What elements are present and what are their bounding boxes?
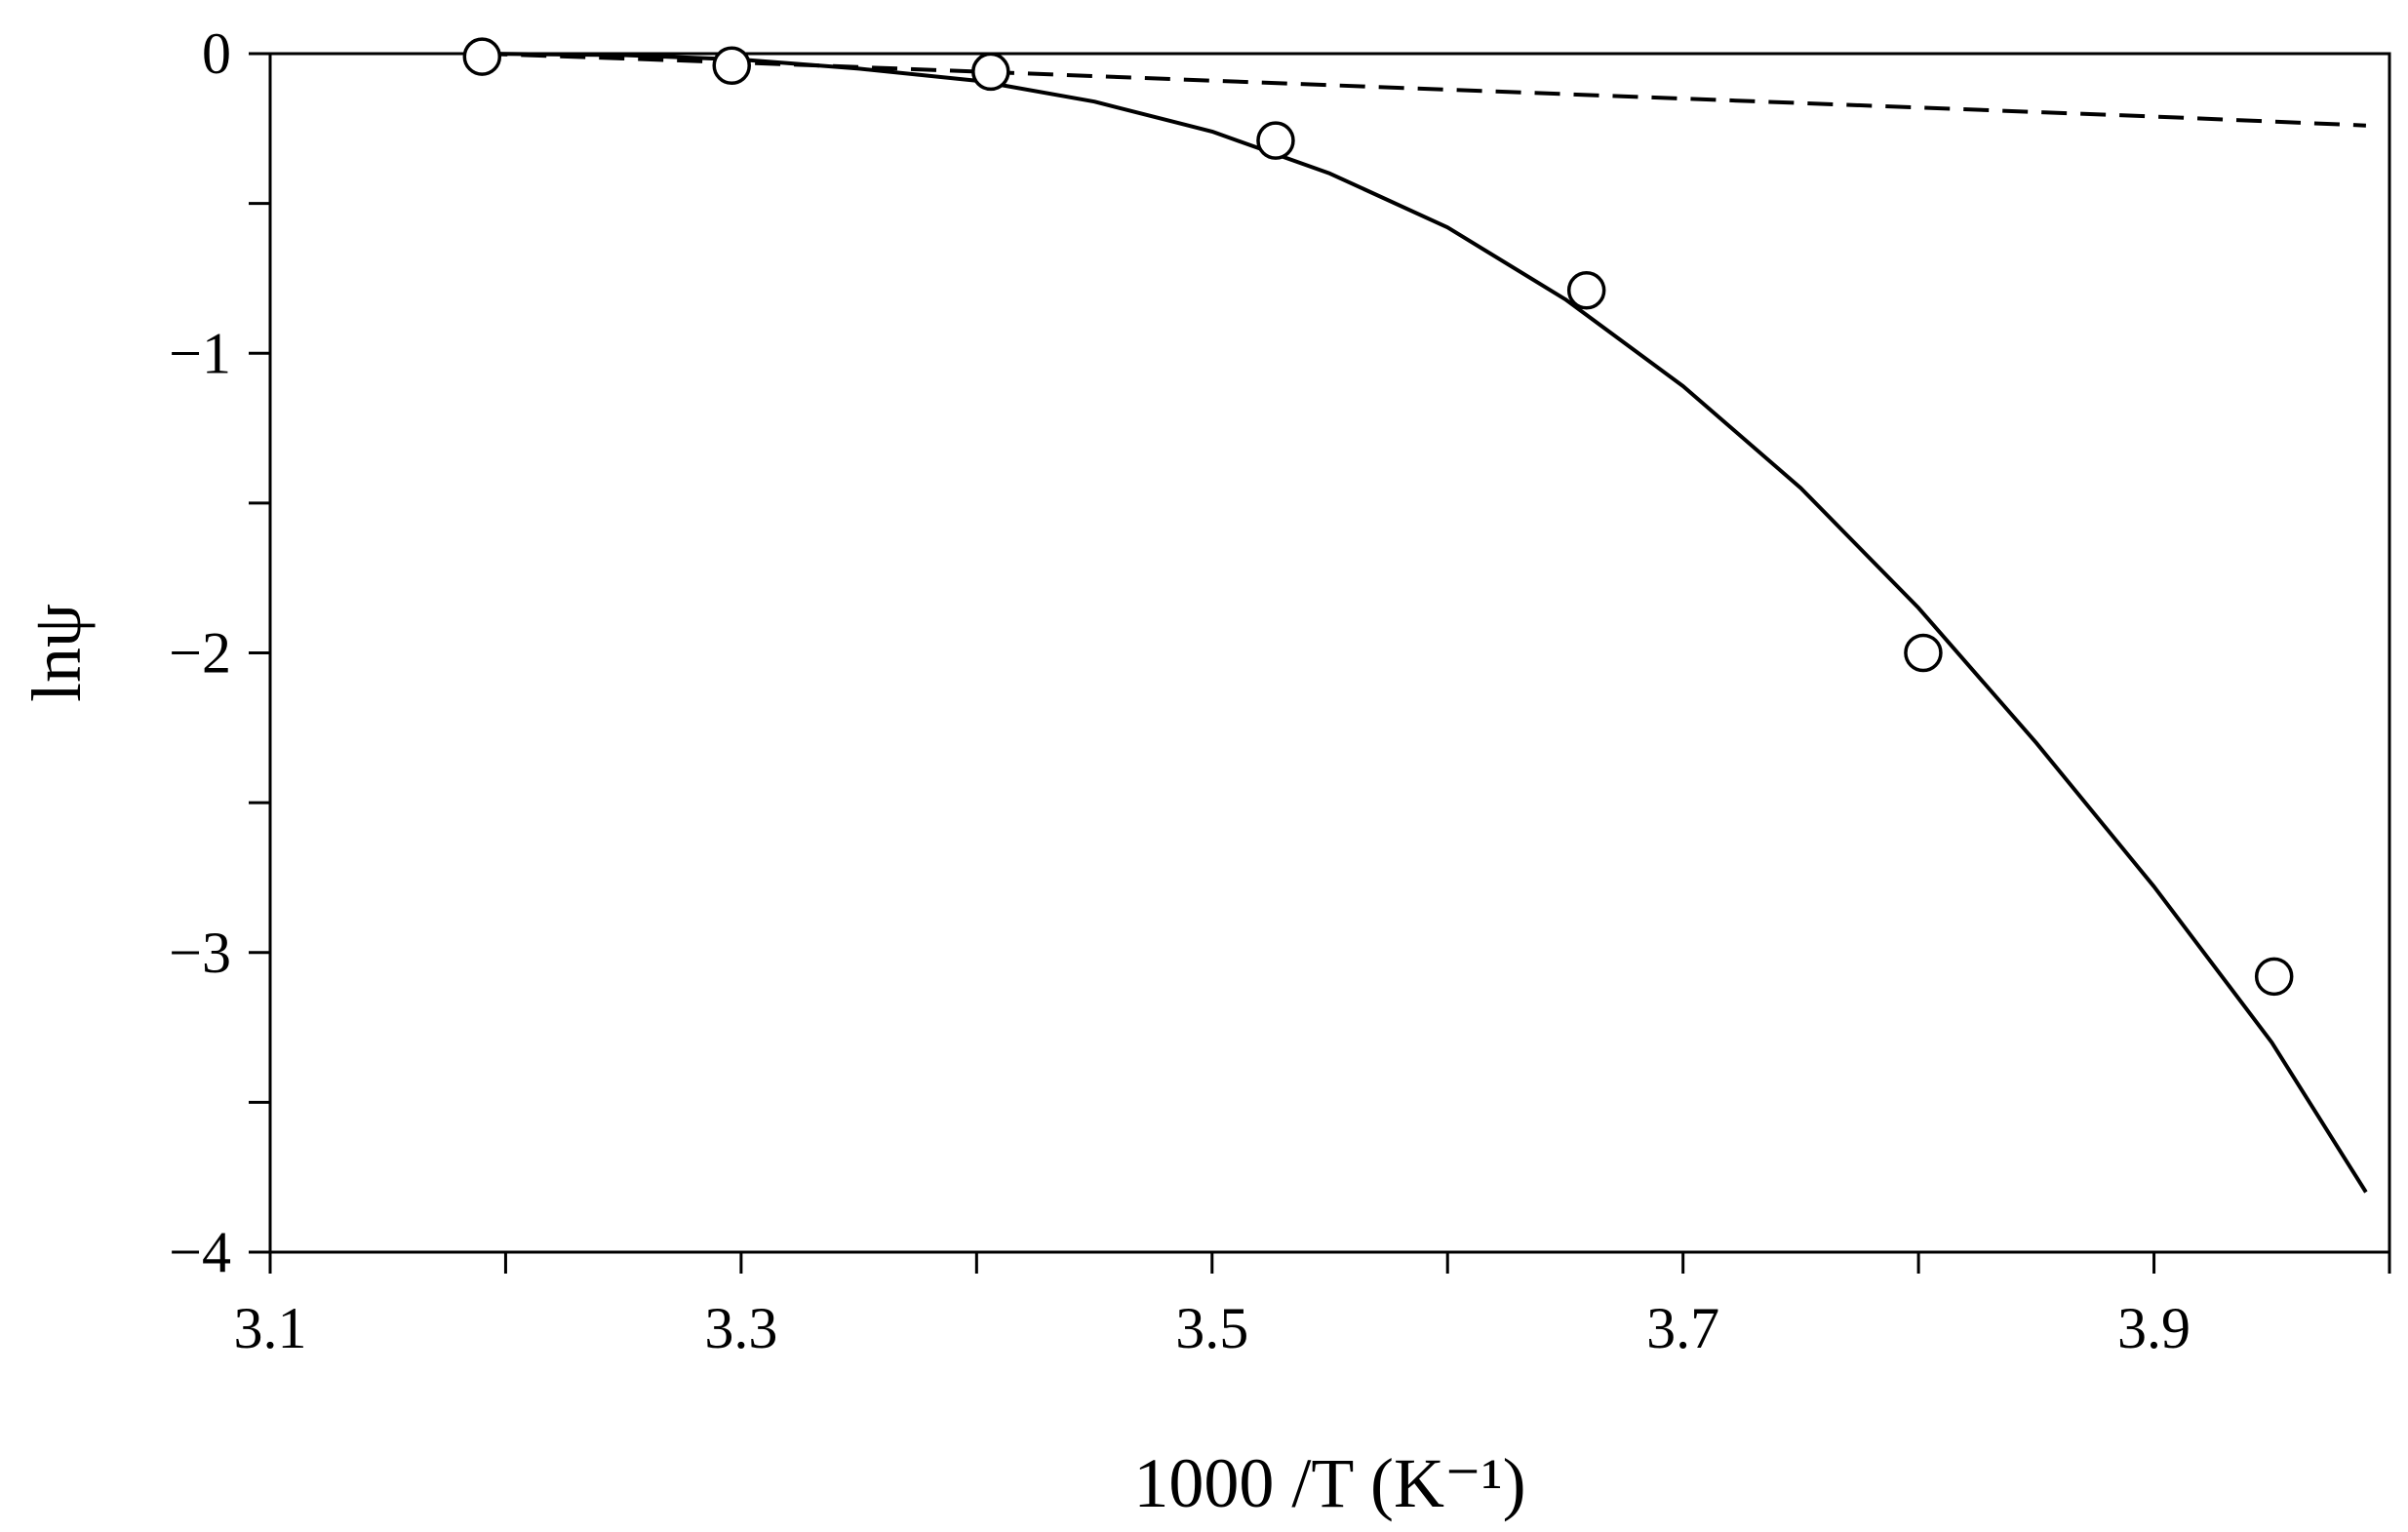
data-point [1566,270,1606,310]
x-tick-label: 3.9 [2117,1296,2191,1360]
data-point [462,37,502,76]
series-line-dashed [482,52,2366,128]
y-tick-label: −2 [169,621,231,686]
plot-border [268,52,2391,1254]
x-tick-label: 3.5 [1175,1296,1248,1360]
data-point [1904,633,1943,673]
series-lines [482,52,2368,1194]
plot-frame [268,52,2391,1254]
data-point [2254,957,2294,997]
series-points [462,37,2294,997]
data-point [1256,121,1295,160]
x-axis-title: 1000 /T (K⁻¹) [1133,1444,1525,1522]
y-tick-label: −1 [169,321,231,385]
x-tick-label: 3.3 [704,1296,777,1360]
series-line-solid [482,52,2368,1194]
y-tick-label: −4 [169,1220,231,1284]
y-tick-label: −3 [169,921,231,985]
y-axis-title: lnψ [18,604,96,702]
y-tick-label: 0 [202,21,231,86]
x-tick-label: 3.1 [234,1296,307,1360]
x-tick-label: 3.7 [1646,1296,1719,1360]
x-axis-ticks: 3.1 3.3 3.5 3.7 3.9 [234,1252,2391,1360]
data-point [971,52,1010,92]
y-axis-ticks: 0 −1 −2 −3 −4 [169,21,270,1284]
data-point [712,46,751,86]
